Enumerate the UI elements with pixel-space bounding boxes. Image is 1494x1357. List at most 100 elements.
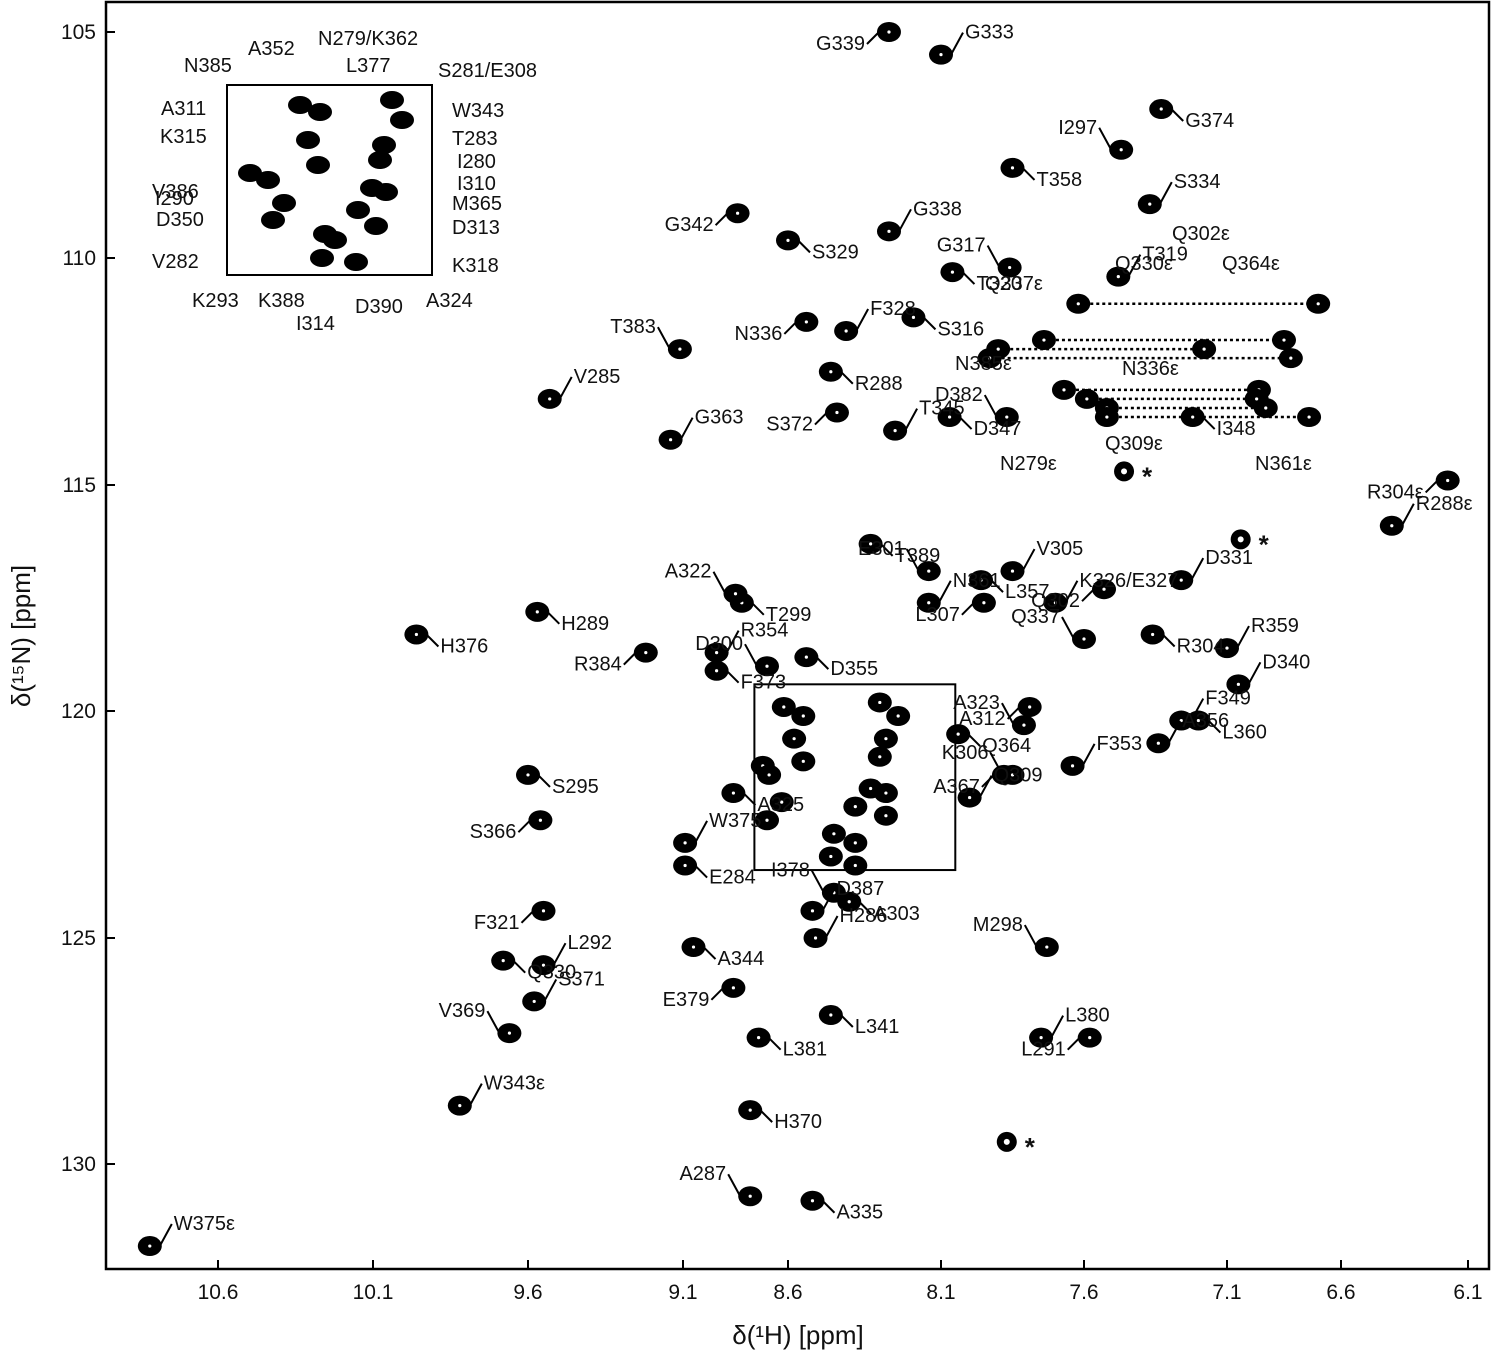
peak-leader-line	[537, 774, 551, 788]
peak-g342-center	[736, 211, 740, 215]
sidechain-peak-center	[1264, 406, 1268, 410]
peak-label: I297	[1058, 117, 1097, 139]
peak-label: R304	[1177, 635, 1225, 657]
peak-s334	[1137, 194, 1162, 215]
peak-d347	[937, 407, 962, 428]
crowded-peak-center	[765, 818, 769, 822]
peak-leader-line	[1236, 625, 1250, 649]
peak-d340-center	[1236, 682, 1240, 686]
peak-s329	[776, 230, 800, 251]
peak-s329-center	[786, 238, 790, 242]
sidechain-peak-center	[988, 356, 992, 360]
sidechain-peak-center	[1255, 397, 1259, 401]
peak-m298	[1034, 937, 1059, 958]
x-tick-label: 7.6	[1069, 1281, 1098, 1304]
peak-leader-line	[978, 775, 993, 799]
peak-label: N336	[735, 323, 783, 345]
peak-w343ε-center	[458, 1104, 462, 1108]
peak-v369-center	[507, 1031, 511, 1035]
crowded-peak-center	[896, 714, 900, 718]
peak-s334-center	[1148, 202, 1152, 206]
peak-leader-line	[1201, 416, 1216, 430]
peak-i297-center	[1119, 148, 1123, 152]
crowded-peak-center	[829, 854, 833, 859]
x-tick-label: 9.1	[668, 1281, 697, 1304]
peak-labels: G339 G333 G374 I297 T358 S334 G342 G338 S329 G317…	[152, 22, 1473, 1247]
peak-l341	[818, 1005, 843, 1026]
peak-label: T345	[919, 398, 965, 420]
peak-r288ε	[1379, 515, 1404, 536]
peak-g338-center	[887, 229, 891, 233]
peak-leader-line	[840, 1014, 854, 1028]
inset-label: N279/K362	[318, 28, 418, 50]
peak-t383-center	[678, 347, 682, 351]
peak-label: W375ε	[174, 1213, 235, 1235]
inset-label: L377	[346, 55, 391, 77]
peak-r384-center	[644, 651, 648, 655]
sidechain-peak-center	[1062, 388, 1066, 392]
peak-l380	[1029, 1027, 1054, 1048]
peak-leader-line	[1021, 167, 1036, 181]
peak-n361-center	[927, 601, 931, 605]
x-tick-label: 6.1	[1453, 1281, 1482, 1304]
peak-label: R384	[574, 654, 622, 676]
inset-peak	[372, 136, 396, 154]
peak-a356-center	[1156, 741, 1160, 745]
sidechain-peak-center	[1042, 338, 1046, 342]
crowded-peak	[818, 846, 843, 867]
peak-label: A303	[873, 903, 920, 925]
peak-label: G333	[965, 22, 1014, 44]
peak-d300-center	[765, 664, 769, 668]
unassigned-peak	[1230, 529, 1251, 550]
peak-d387-center	[810, 909, 815, 913]
peak-r354-center	[715, 651, 719, 655]
plot-frame	[104, 0, 1491, 1271]
peak-g317-center	[1008, 265, 1012, 270]
peak-l357	[969, 570, 994, 591]
peak-leader-line	[1167, 720, 1182, 744]
inset-peak	[390, 111, 414, 129]
inset-peak	[368, 151, 392, 169]
peak-s372-center	[835, 410, 839, 415]
peak-label: I378	[771, 860, 810, 882]
peak-l292-center	[541, 963, 546, 967]
peak-v369	[497, 1023, 522, 1044]
peak-label: L291	[1021, 1039, 1066, 1061]
sidechain-peak-center	[1202, 347, 1206, 351]
peak-leader-line	[546, 611, 561, 625]
peak-s316	[901, 307, 926, 328]
peak-h289	[525, 601, 550, 622]
peak-q330-center	[501, 959, 505, 963]
peak-d387	[800, 900, 825, 921]
peak-leader-line	[702, 946, 717, 960]
peak-d340	[1226, 674, 1251, 695]
sidechain-peak-center	[996, 347, 1000, 351]
crowded-peak	[755, 810, 779, 831]
peak-q302	[1092, 579, 1117, 600]
peak-label: K306	[942, 742, 989, 764]
peak-label: E284	[709, 867, 756, 889]
peak-label: F321	[474, 912, 520, 934]
inset-peak	[308, 103, 332, 121]
crowded-peak	[873, 805, 898, 826]
peak-label: F328	[870, 298, 916, 320]
peak-a344	[681, 937, 706, 958]
crowded-peak	[821, 823, 846, 844]
peak-w375ε-center	[148, 1244, 152, 1248]
peak-leader-line	[1158, 181, 1173, 205]
inset-peak	[238, 164, 262, 182]
peak-g363-center	[669, 438, 673, 442]
peak-h286	[803, 928, 828, 948]
crowded-peak-center	[801, 759, 805, 763]
peak-label: H370	[774, 1111, 822, 1133]
peak-r288	[818, 361, 843, 382]
peak-label: T319	[1142, 244, 1188, 266]
peak-leader-line	[751, 602, 765, 616]
crowded-peak	[867, 692, 892, 713]
y-axis-title: δ(¹⁵N) [ppm]	[6, 565, 36, 707]
sidechain-peak-center	[1307, 415, 1311, 419]
sidechain-label: N385ε	[955, 353, 1012, 375]
crowded-peak-center	[853, 805, 857, 809]
peak-s316-center	[911, 315, 916, 319]
peak-label: A287	[679, 1163, 726, 1185]
